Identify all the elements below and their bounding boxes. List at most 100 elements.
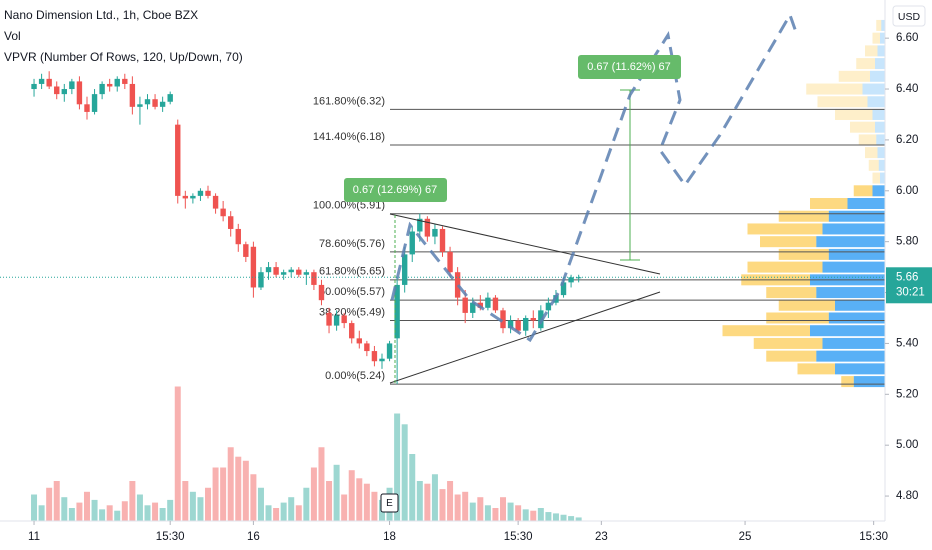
indicator: VPVR (Number Of Rows, 120, Up/Down, 70) [4,50,243,64]
candle-body [379,358,385,362]
candle-body [46,78,52,87]
volume-bar [416,481,423,522]
volume-bar [575,517,582,522]
volume-bar [454,494,461,522]
earnings-box[interactable] [380,493,399,513]
candle-body [303,272,310,275]
volume-bar [522,509,529,522]
volume-bar [235,456,242,522]
candle-body [560,282,567,296]
candle-body [500,310,506,329]
volume-bar [257,487,264,522]
fib-retracement: 0.00%(5.24) 38.20%(5.49) 50.00%(5.57) 61.80… [313,95,885,385]
candle-body [159,101,166,107]
profile-down [753,337,823,349]
profile-up [880,172,885,184]
profile-down [778,299,835,311]
volume-bar [99,509,106,522]
candle-body [349,323,355,339]
candle-body [84,104,90,112]
fib-label: 141.40%(6.18) [313,131,385,143]
volume-bar [167,499,174,522]
candle-body [235,228,241,245]
candle-body [144,99,151,105]
volume-bar [189,491,196,522]
x-tick-label: 11 [28,531,40,543]
profile-down [838,70,870,82]
volume-bar [507,502,514,522]
volume-bar [227,447,234,522]
volume-bar [484,505,491,522]
volume-bar [61,497,68,522]
profile-down [810,198,848,210]
y-tick-label: 5.20 [896,388,918,400]
profile-down [766,287,817,299]
x-tick-label: 25 [739,531,752,543]
volume-bar [515,505,522,522]
profile-up [881,19,885,31]
volume-bar [356,478,363,522]
profile-up [816,236,885,248]
profile-down [806,83,863,95]
candle-body [296,269,302,275]
profile-up [880,32,885,44]
profile-down [858,134,877,146]
volume-bar [159,508,166,522]
profile-up [816,350,885,362]
volume-bar [280,502,287,522]
candle-body [91,94,98,112]
profile-up [872,108,885,120]
candle-body [424,218,431,237]
profile-down [856,58,875,70]
projection-path [390,11,799,343]
volume-bar [212,467,219,522]
volume-bar [46,487,53,522]
candle-body [288,269,294,273]
profile-up [877,147,885,159]
volume-bar [447,481,454,522]
profile-up [875,58,885,70]
y-tick-label: 6.00 [896,185,918,197]
profile-up [822,261,885,273]
x-tick-label: 16 [247,531,260,543]
volume-bar [129,481,136,522]
candle-body [137,104,143,107]
fib-label: 38.20%(5.49) [319,306,385,318]
candle-body [341,315,347,324]
candle-body [76,81,83,105]
volume-bar [288,497,295,522]
fib-label: 61.80%(5.65) [319,266,385,278]
profile-down [865,45,878,57]
candle-body [129,83,136,107]
candle-body [492,297,499,311]
volume-bar [341,494,348,522]
volume-bar [560,514,567,522]
candle-body [114,78,120,87]
candle-body [228,216,234,229]
fib-label: 50.00%(5.57) [319,286,385,298]
profile-down [841,376,854,388]
candle-body [401,254,408,285]
volume-bar [469,502,476,522]
profile-down [850,121,875,133]
volume-bar [303,487,310,522]
profile-up [828,312,885,324]
volume-bar [250,474,257,522]
volume-bar [568,516,575,522]
volume-bar [401,424,408,522]
candle-body [371,351,378,362]
candle-body [386,343,393,359]
candle-body [182,195,189,199]
candle-body [507,320,514,329]
profile-up [878,159,885,171]
y-tick-label: 5.80 [896,236,918,248]
indicator: Vol [4,29,21,43]
profile-down [797,363,835,375]
candle-body [545,302,552,311]
volume-bar [68,508,75,522]
candle-body [243,244,249,257]
profile-up [847,198,885,210]
volume-bar [38,505,45,522]
candle-body [394,284,400,339]
currency-box[interactable] [892,5,926,27]
